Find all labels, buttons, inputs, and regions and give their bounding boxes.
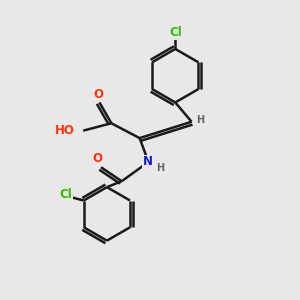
Text: H: H	[156, 164, 164, 173]
Text: O: O	[92, 152, 102, 165]
Text: H: H	[196, 115, 204, 125]
Text: N: N	[142, 155, 153, 168]
Text: O: O	[93, 88, 103, 100]
Text: Cl: Cl	[169, 26, 182, 39]
Text: HO: HO	[55, 124, 75, 136]
Text: Cl: Cl	[59, 188, 72, 201]
